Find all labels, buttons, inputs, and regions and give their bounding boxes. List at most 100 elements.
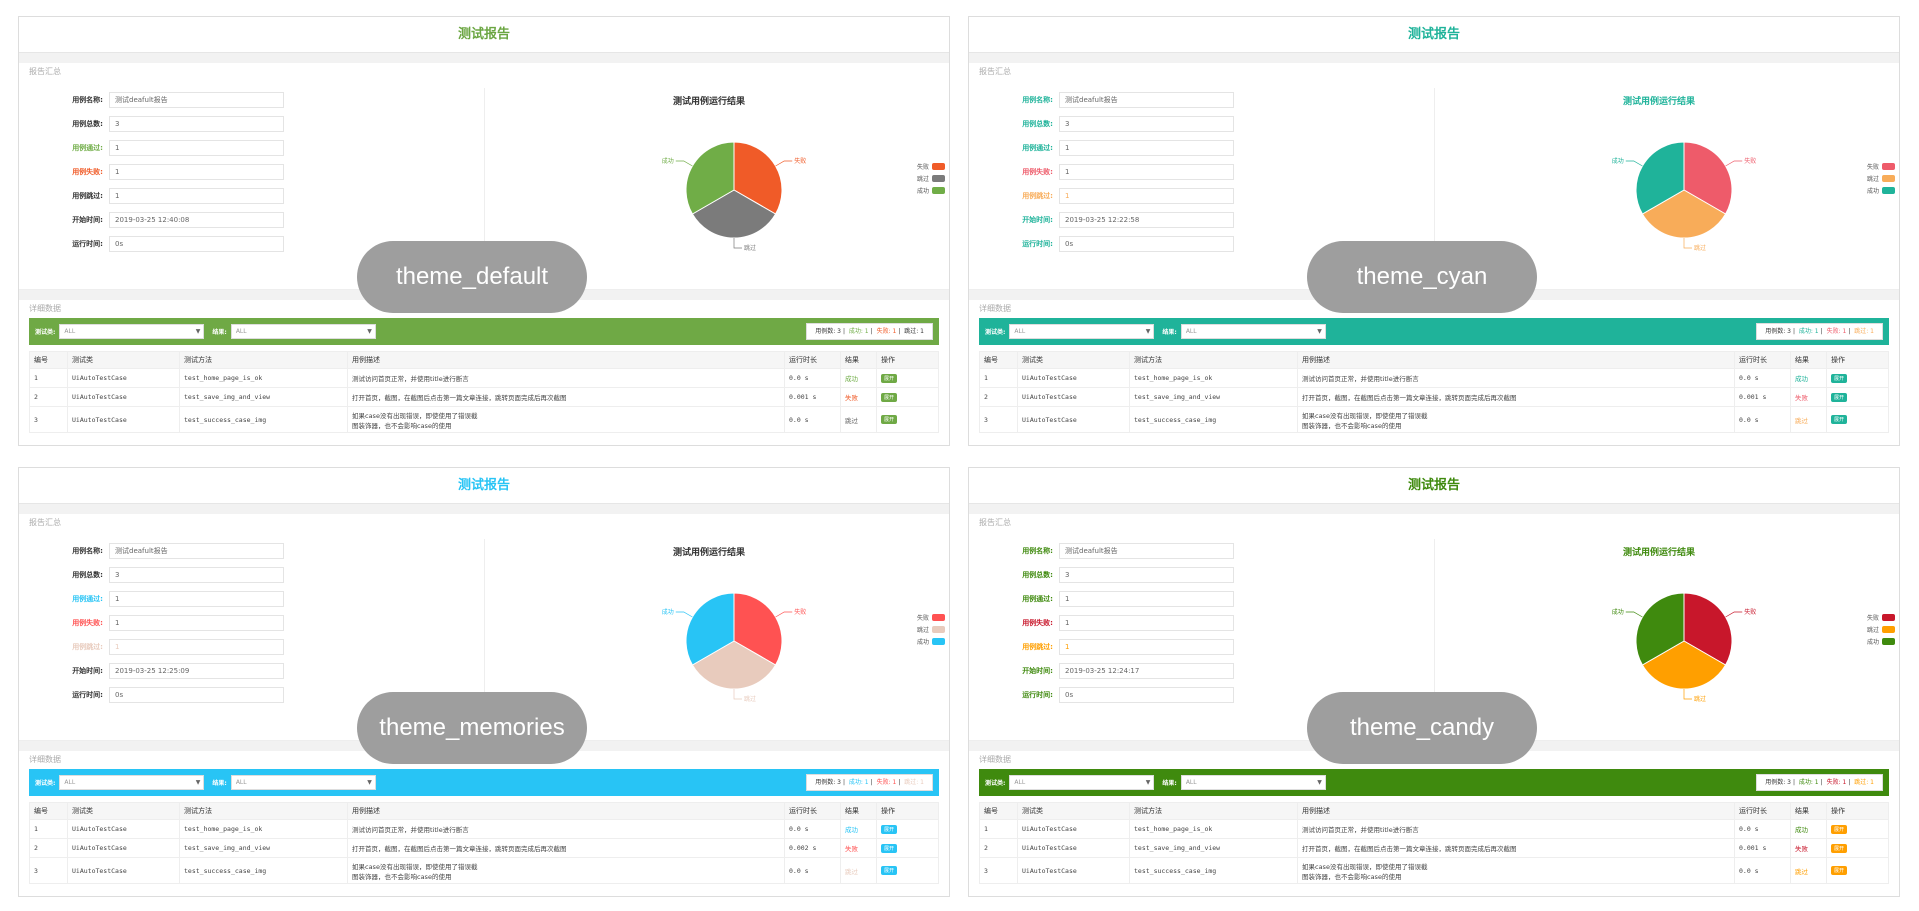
field-row-skip: 用例跳过: 1 <box>989 184 1329 208</box>
cell-result: 成功 <box>1790 819 1827 839</box>
field-value: 3 <box>109 116 284 132</box>
expand-button[interactable]: 展开 <box>1831 843 1848 853</box>
column-header: 运行时长 <box>1734 802 1791 820</box>
expand-button[interactable]: 展开 <box>1831 824 1848 834</box>
pie-slice-fail[interactable] <box>733 141 783 215</box>
expand-button[interactable]: 展开 <box>1831 866 1848 875</box>
legend-item-pass[interactable]: 成功 <box>1854 184 1895 196</box>
legend-item-pass[interactable]: 成功 <box>904 635 945 647</box>
cell-op: 展开 <box>1826 368 1889 388</box>
cell-method: test_save_img_and_view <box>1129 838 1298 858</box>
table-row: 3 UiAutoTestCase test_success_case_img 如果ca… <box>979 857 1889 884</box>
pie-label-line <box>733 689 742 700</box>
pie-slice-pass[interactable] <box>685 141 735 215</box>
field-label: 用例通过: <box>72 144 103 152</box>
detail-section-label: 详细数据 <box>29 304 61 313</box>
cell-class: UiAutoTestCase <box>1017 406 1130 433</box>
pie-slice-pass[interactable] <box>1635 141 1685 215</box>
count-pass: 成功: 1 <box>848 779 869 786</box>
desc-line: 如果case没有出现错误，即使使用了错误截 <box>1302 862 1428 871</box>
test-class-select[interactable]: ALL ▼ <box>59 324 205 339</box>
column-header: 测试方法 <box>179 351 348 369</box>
legend-swatch <box>932 637 945 645</box>
cell-class: UiAutoTestCase <box>67 387 180 407</box>
count-skip: 跳过: 1 <box>1854 328 1874 335</box>
legend-item-skip[interactable]: 跳过 <box>904 623 945 635</box>
pie-label-line <box>775 160 793 167</box>
pie-slice-skip[interactable] <box>1641 640 1727 690</box>
filter-bar: 测试类: ALL ▼ 结果: ALL ▼ 用例数: 3 | 成功: 1 | 失败: 1 |… <box>979 769 1889 796</box>
expand-button[interactable]: 展开 <box>1831 392 1848 402</box>
field-value: 3 <box>109 567 284 583</box>
cell-result: 失败 <box>1790 387 1827 407</box>
legend-item-fail[interactable]: 失败 <box>904 160 945 172</box>
desc-line: 如果case没有出现错误，即使使用了错误截 <box>352 862 478 871</box>
pie-slice-fail[interactable] <box>733 592 783 666</box>
expand-button[interactable]: 展开 <box>1831 415 1848 424</box>
column-header: 用例描述 <box>347 351 785 369</box>
result-select[interactable]: ALL ▼ <box>1180 775 1326 790</box>
legend-item-skip[interactable]: 跳过 <box>1854 623 1895 635</box>
pie-slice-skip[interactable] <box>691 189 777 239</box>
column-header: 结果 <box>840 802 877 820</box>
pie-slice-pass[interactable] <box>685 592 735 666</box>
cell-op: 展开 <box>1826 857 1889 884</box>
cell-no: 3 <box>29 857 68 884</box>
field-row-total: 用例总数: 3 <box>39 563 379 587</box>
legend-item-pass[interactable]: 成功 <box>1854 635 1895 647</box>
expand-button[interactable]: 展开 <box>881 392 898 402</box>
cell-result: 成功 <box>840 819 877 839</box>
summary-fields: 用例名称: 测试deafult报告 用例总数: 3 用例通过: 1 用例失败: 1 用例… <box>989 88 1329 256</box>
result-select[interactable]: ALL ▼ <box>230 324 376 339</box>
desc-line: 测试访问首页正常，并使用title进行断言 <box>1302 375 1419 383</box>
field-row-name: 用例名称: 测试deafult报告 <box>989 88 1329 112</box>
pie-slice-fail[interactable] <box>1683 141 1733 215</box>
field-label: 运行时间: <box>1022 240 1053 248</box>
dropdown-arrow-icon: ▼ <box>1145 779 1151 786</box>
expand-button[interactable]: 展开 <box>1831 373 1848 383</box>
expand-button[interactable]: 展开 <box>881 843 898 853</box>
field-label: 用例总数: <box>1022 571 1053 579</box>
cell-duration: 0.0 s <box>1734 368 1791 388</box>
field-value: 测试deafult报告 <box>1059 543 1234 559</box>
legend-item-fail[interactable]: 失败 <box>1854 611 1895 623</box>
test-class-select[interactable]: ALL ▼ <box>1009 324 1155 339</box>
legend-item-pass[interactable]: 成功 <box>904 184 945 196</box>
expand-button[interactable]: 展开 <box>881 866 898 875</box>
pie-slice-skip[interactable] <box>691 640 777 690</box>
test-class-select[interactable]: ALL ▼ <box>59 775 205 790</box>
filter-bar: 测试类: ALL ▼ 结果: ALL ▼ 用例数: 3 | 成功: 1 | 失败: 1 |… <box>29 318 939 345</box>
expand-button[interactable]: 展开 <box>881 824 898 834</box>
legend-item-fail[interactable]: 失败 <box>1854 160 1895 172</box>
cell-desc: 测试访问首页正常，并使用title进行断言 <box>1297 819 1735 839</box>
legend-item-skip[interactable]: 跳过 <box>904 172 945 184</box>
dropdown-arrow-icon: ▼ <box>1145 328 1151 335</box>
pie-label-line <box>733 238 742 249</box>
cell-duration: 0.001 s <box>784 387 841 407</box>
column-header: 结果 <box>840 351 877 369</box>
field-row-name: 用例名称: 测试deafult报告 <box>39 88 379 112</box>
field-value: 0s <box>1059 687 1234 703</box>
spacer <box>969 504 1899 514</box>
pie-slice-pass[interactable] <box>1635 592 1685 666</box>
field-value: 2019-03-25 12:25:09 <box>109 663 284 679</box>
cell-op: 展开 <box>876 387 939 407</box>
field-row-pass: 用例通过: 1 <box>39 587 379 611</box>
field-value: 1 <box>109 140 284 156</box>
table-row: 2 UiAutoTestCase test_save_img_and_view 打开首… <box>29 387 939 407</box>
filter-result-label: 结果: <box>1162 780 1177 787</box>
result-select[interactable]: ALL ▼ <box>1180 324 1326 339</box>
legend-label: 跳过 <box>1866 175 1879 183</box>
pie-slice-skip[interactable] <box>1641 189 1727 239</box>
cell-op: 展开 <box>1826 819 1889 839</box>
legend-item-skip[interactable]: 跳过 <box>1854 172 1895 184</box>
result-select[interactable]: ALL ▼ <box>230 775 376 790</box>
pie-slice-fail[interactable] <box>1683 592 1733 666</box>
field-row-run: 运行时间: 0s <box>39 232 379 256</box>
expand-button[interactable]: 展开 <box>881 373 898 383</box>
expand-button[interactable]: 展开 <box>881 415 898 424</box>
legend-item-fail[interactable]: 失败 <box>904 611 945 623</box>
pie-label-line <box>775 611 793 618</box>
test-class-select[interactable]: ALL ▼ <box>1009 775 1155 790</box>
